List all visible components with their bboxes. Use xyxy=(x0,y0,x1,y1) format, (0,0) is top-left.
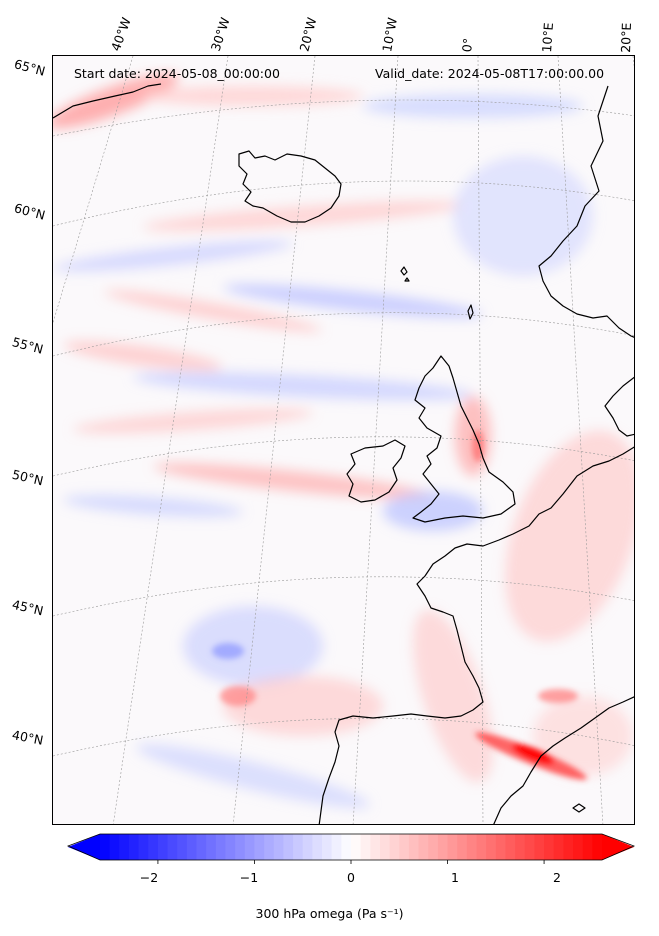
colorbar-cell xyxy=(370,834,381,860)
colorbar-cell xyxy=(196,834,207,860)
norway-coast xyxy=(538,85,634,338)
colorbar-cell xyxy=(505,834,516,860)
colorbar xyxy=(66,833,636,864)
colorbar-cell xyxy=(360,834,371,860)
colorbar-cell xyxy=(457,834,468,860)
colorbar-cell xyxy=(177,834,188,860)
lat-label-40n: 40°N xyxy=(10,727,45,748)
colorbar-cell xyxy=(544,834,555,860)
colorbar-cell xyxy=(389,834,400,860)
colorbar-cell xyxy=(322,834,333,860)
colorbar-cell xyxy=(582,834,593,860)
colorbar-cell xyxy=(534,834,545,860)
colorbar-cell xyxy=(379,834,391,860)
ireland-coast xyxy=(346,439,406,503)
colorbar-cell xyxy=(312,834,323,860)
colorbar-cell xyxy=(225,834,236,860)
colorbar-cell xyxy=(553,834,564,860)
omega-field-map xyxy=(53,56,634,824)
colorbar-cell xyxy=(476,834,487,860)
colorbar-tick-label: 1 xyxy=(451,870,459,885)
lat-label-60n: 60°N xyxy=(12,200,47,223)
colorbar-cell xyxy=(206,834,217,860)
lon-label-30w: 30°W xyxy=(207,15,233,53)
lon-label-20e: 20°E xyxy=(618,22,635,53)
colorbar-extend-high xyxy=(602,834,634,860)
colorbar-cell xyxy=(524,834,535,860)
greenland-coast xyxy=(53,83,162,119)
colorbar-tick-label: 0 xyxy=(347,870,355,885)
colorbar-cell xyxy=(563,834,574,860)
denmark-coast xyxy=(604,376,634,437)
iberia-east-coast xyxy=(493,696,634,824)
lon-label-0: 0° xyxy=(459,37,476,53)
great-britain-coast xyxy=(412,355,516,523)
colorbar-cell xyxy=(331,834,342,860)
colorbar-cell xyxy=(109,834,120,860)
lat-label-50n: 50°N xyxy=(10,466,45,489)
colorbar-extend-low xyxy=(68,834,100,860)
colorbar-cell xyxy=(264,834,275,860)
colorbar-cell xyxy=(215,834,226,860)
colorbar-cell xyxy=(341,834,352,860)
colorbar-cell xyxy=(399,834,410,860)
colorbar-cell xyxy=(428,834,439,860)
colorbar-cell xyxy=(447,834,458,860)
omega-shading xyxy=(53,73,634,809)
colorbar-cell xyxy=(293,834,304,860)
colorbar-cell xyxy=(119,834,130,860)
colorbar-cell xyxy=(128,834,140,860)
lat-label-55n: 55°N xyxy=(10,334,45,357)
omega-maxima xyxy=(212,430,587,780)
colorbar-cell xyxy=(186,834,198,860)
colorbar-cell xyxy=(592,834,603,860)
faroe-coast xyxy=(400,266,410,282)
colorbar-cell xyxy=(418,834,429,860)
colorbar-tickmarks xyxy=(157,860,545,864)
continent-coast xyxy=(318,446,634,824)
colorbar-cell xyxy=(244,834,255,860)
lon-label-10w: 10°W xyxy=(379,16,400,53)
colorbar-cell xyxy=(573,834,584,860)
lat-label-65n: 65°N xyxy=(12,56,47,79)
valid-date-label: Valid_date: 2024-05-08T17:00:00.00 xyxy=(375,66,605,81)
colorbar-cell xyxy=(302,834,313,860)
colorbar-cell xyxy=(254,834,265,860)
colorbar-cell xyxy=(486,834,497,860)
colorbar-cell xyxy=(495,834,506,860)
colorbar-label: 300 hPa omega (Pa s⁻¹) xyxy=(255,906,404,921)
coastlines xyxy=(53,83,634,824)
colorbar-cell xyxy=(283,834,294,860)
colorbar-cell xyxy=(408,834,420,860)
colorbar-outline xyxy=(66,833,636,861)
lon-label-40w: 40°W xyxy=(107,15,134,53)
shetland-coast xyxy=(467,304,474,320)
colorbar-cell xyxy=(148,834,159,860)
colorbar-cell xyxy=(235,834,246,860)
colorbar-tick-label: −2 xyxy=(139,870,159,885)
colorbar-cells xyxy=(68,834,634,860)
lon-label-20w: 20°W xyxy=(296,15,320,54)
colorbar-cell xyxy=(273,834,284,860)
iceland-coast xyxy=(238,150,342,223)
colorbar-cell xyxy=(100,834,111,860)
map-panel xyxy=(52,55,635,825)
colorbar-cell xyxy=(351,834,362,860)
balearic-coast xyxy=(572,803,586,813)
lon-label-10e: 10°E xyxy=(539,21,557,53)
colorbar-cell xyxy=(157,834,169,860)
colorbar-cell xyxy=(515,834,526,860)
colorbar-cell xyxy=(167,834,178,860)
colorbar-tick-label: −1 xyxy=(239,870,259,885)
colorbar-cell xyxy=(437,834,449,860)
start-date-label: Start date: 2024-05-08_00:00:00 xyxy=(74,66,280,81)
colorbar-cell xyxy=(138,834,149,860)
colorbar-tick-label: 2 xyxy=(553,870,561,885)
colorbar-cell xyxy=(466,834,477,860)
lat-label-45n: 45°N xyxy=(10,596,45,619)
